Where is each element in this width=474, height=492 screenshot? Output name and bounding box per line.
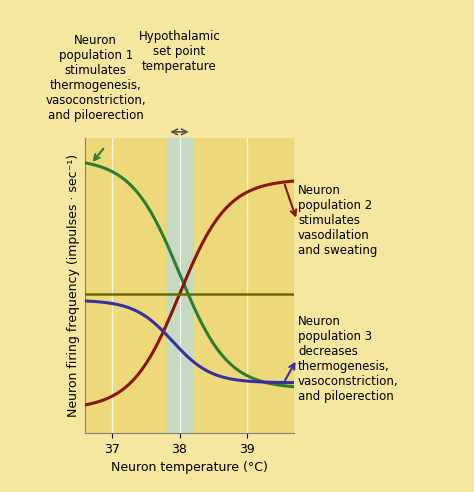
Bar	[167, 138, 191, 433]
X-axis label: Neuron temperature (°C): Neuron temperature (°C)	[111, 461, 268, 474]
Text: Hypothalamic
set point
temperature: Hypothalamic set point temperature	[138, 30, 220, 73]
Text: Neuron
population 1
stimulates
thermogenesis,
vasoconstriction,
and piloerection: Neuron population 1 stimulates thermogen…	[46, 34, 146, 123]
Text: Neuron
population 2
stimulates
vasodilation
and sweating: Neuron population 2 stimulates vasodilat…	[298, 184, 377, 257]
Text: Neuron
population 3
decreases
thermogenesis,
vasoconstriction,
and piloerection: Neuron population 3 decreases thermogene…	[298, 315, 399, 403]
Y-axis label: Neuron firing frequency (impulses · sec⁻¹): Neuron firing frequency (impulses · sec⁻…	[67, 154, 80, 417]
